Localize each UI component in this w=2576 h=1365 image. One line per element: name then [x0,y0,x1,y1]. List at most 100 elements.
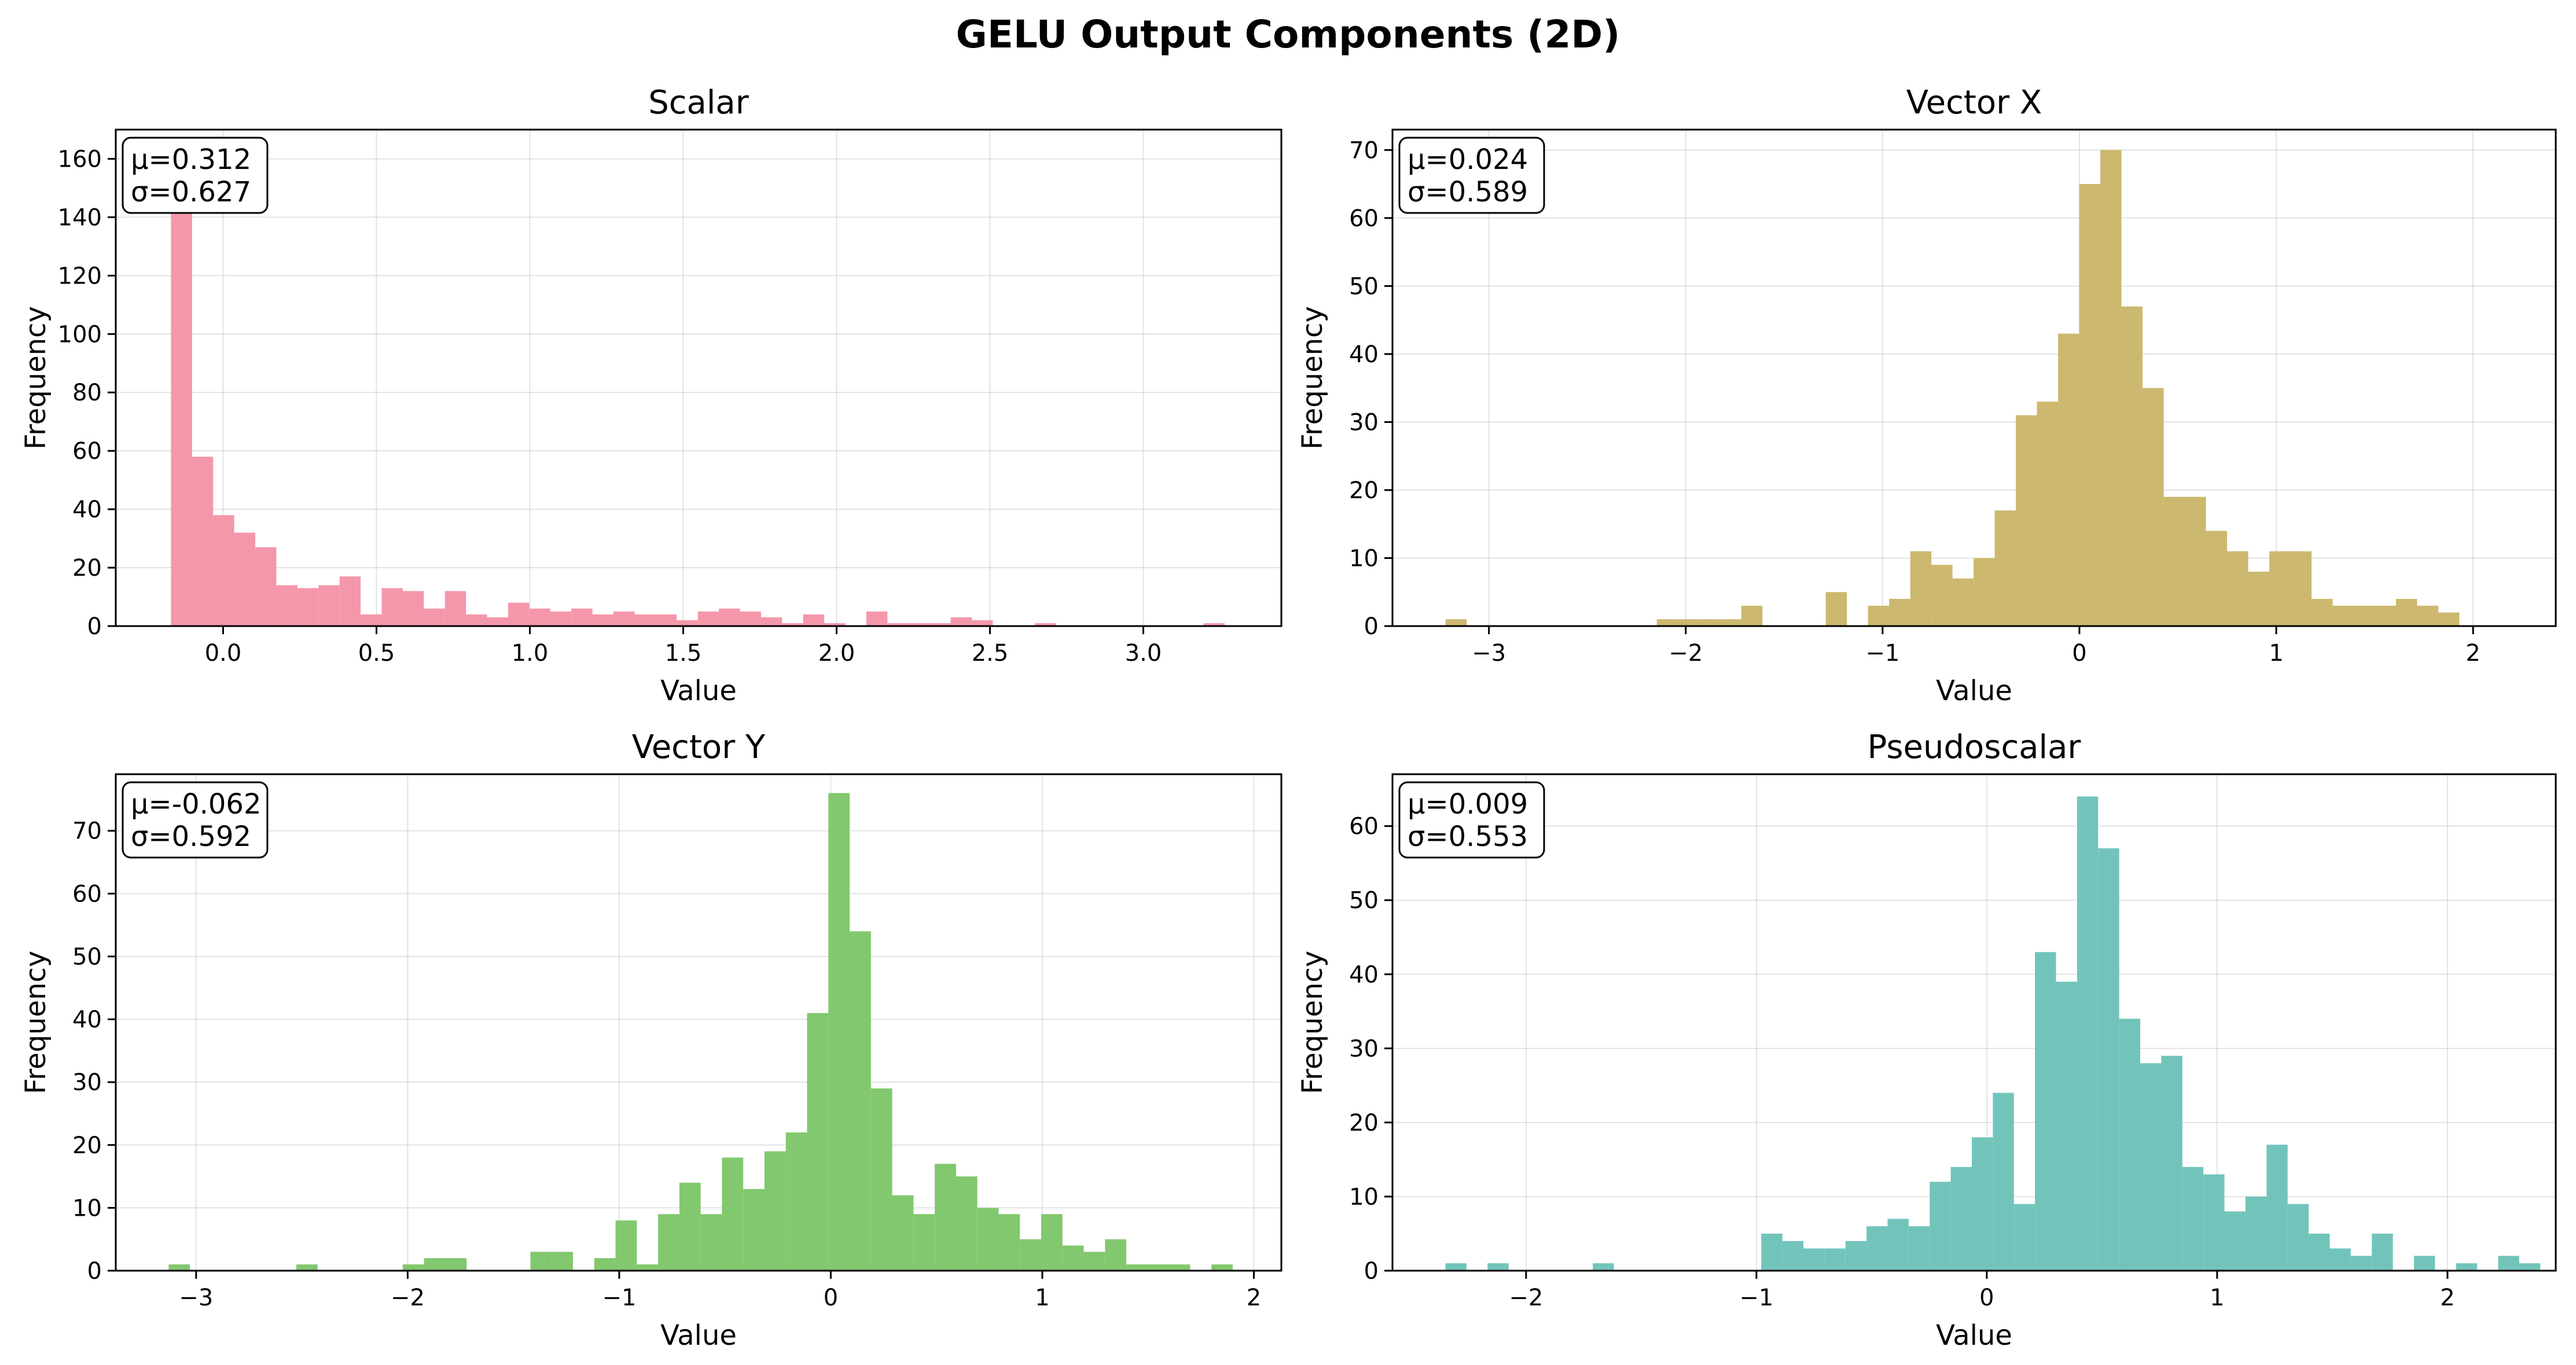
histogram-bar [655,614,677,626]
histogram-bar [782,623,803,626]
histogram-bar [908,623,930,626]
histogram-bar [1445,1263,1467,1271]
histogram-bar [550,611,572,626]
y-tick-label: 60 [1349,814,1379,840]
histogram-bar [2417,605,2438,626]
histogram-bar [1741,605,1763,626]
x-axis-label: Value [660,675,737,707]
stats-box [122,137,269,214]
histogram-bar [2375,605,2397,626]
histogram-bar [2269,551,2291,626]
x-tick-label: 2 [1247,1285,1261,1311]
histogram-bar [824,623,846,626]
plot-area [116,130,1281,626]
histogram-bar [296,1264,318,1271]
x-axis-label: Value [1936,1319,2012,1352]
histogram-bar [1720,619,1741,626]
histogram-bar [2121,306,2143,626]
histogram-bar [2206,531,2228,626]
y-tick-label: 0 [87,613,102,640]
histogram-bar [2266,1145,2288,1271]
histogram-bar [571,608,593,626]
histogram-bar [1699,619,1721,626]
y-tick-label: 40 [1349,341,1379,368]
histogram-bar [743,1189,765,1271]
stats-std: σ=0.627 [131,176,251,208]
x-tick-label: 3.0 [1125,640,1162,667]
panel-title: Pseudoscalar [1868,729,2082,766]
histogram-bar [466,614,487,626]
plot-frame [1391,128,2557,627]
histogram-bar [1866,1226,1888,1271]
stats-box [1398,137,1545,214]
histogram-bar [402,1264,424,1271]
histogram-bar [1908,1226,1930,1271]
histogram-bar [2100,150,2122,627]
histogram-bar [929,623,951,626]
histogram-bar [2143,388,2164,626]
histogram-bar [972,620,993,626]
histogram-bar [592,614,614,626]
panel-title: Scalar [648,84,749,122]
histogram-bar [2354,605,2375,626]
histogram-bar [2224,1211,2246,1271]
x-tick-label: −3 [179,1285,213,1311]
histogram-bar [977,1208,999,1271]
histogram-bar [2519,1263,2541,1271]
x-tick-label: 1 [2210,1285,2224,1311]
x-tick-label: 0 [1979,1285,1994,1311]
x-tick-label: 0 [2072,640,2086,667]
histogram-bar [1952,578,1974,626]
histogram-bar [1868,605,1890,626]
y-tick-label: 60 [1349,205,1379,232]
plot-frame [1391,773,2557,1272]
histogram-bar [1593,1263,1614,1271]
x-tick-label: 1.5 [665,640,702,667]
y-axis-label: Frequency [1296,306,1329,450]
figure-title: GELU Output Components (2D) [956,12,1620,57]
stats-std: σ=0.592 [131,821,251,853]
histogram-bar [297,588,319,626]
x-tick-label: −1 [1739,1285,1773,1311]
stats-mean: μ=0.312 [131,144,251,176]
histogram-bar [1035,623,1056,626]
stats-mean: μ=0.024 [1408,144,1528,176]
plot-frame [115,128,1283,627]
x-tick-label: 0 [824,1285,838,1311]
histogram-bar [2350,1256,2372,1271]
histogram-bar [1168,1264,1190,1271]
histogram-bar [2227,551,2248,626]
y-tick-label: 50 [1349,888,1379,914]
plot-area [1392,130,2556,626]
x-tick-label: 2.5 [972,640,1009,667]
histogram-bar [760,617,782,626]
y-tick-label: 10 [1349,1184,1379,1211]
histogram-bar [887,623,909,626]
histogram-bar [1656,619,1678,626]
histogram-bar [1147,1264,1169,1271]
histogram-bar [740,611,761,626]
y-tick-label: 10 [1349,545,1379,572]
histogram-bar [2035,952,2056,1271]
x-tick-label: 1 [2269,640,2283,667]
y-axis-label: Frequency [1296,951,1329,1094]
histogram-bar [1889,598,1910,626]
histogram-bar [2037,402,2059,626]
histogram-bar [2396,598,2417,626]
histogram-bar [2248,571,2270,626]
histogram-bar [444,591,466,626]
y-tick-label: 30 [1349,1036,1379,1062]
histogram-bar [1445,619,1467,626]
histogram-bar [1930,1182,1951,1271]
histogram-bar [956,1176,978,1271]
x-tick-label: 0.0 [205,640,242,667]
y-tick-label: 30 [1349,409,1379,436]
histogram-bar [234,532,256,626]
histogram-bar [530,1252,552,1271]
histogram-bar [2329,1248,2351,1271]
histogram-bar [2161,1055,2182,1271]
y-axis-label: Frequency [20,951,52,1094]
histogram-bar [1974,558,1995,626]
y-tick-label: 0 [1364,613,1379,640]
histogram-bar [594,1258,616,1271]
